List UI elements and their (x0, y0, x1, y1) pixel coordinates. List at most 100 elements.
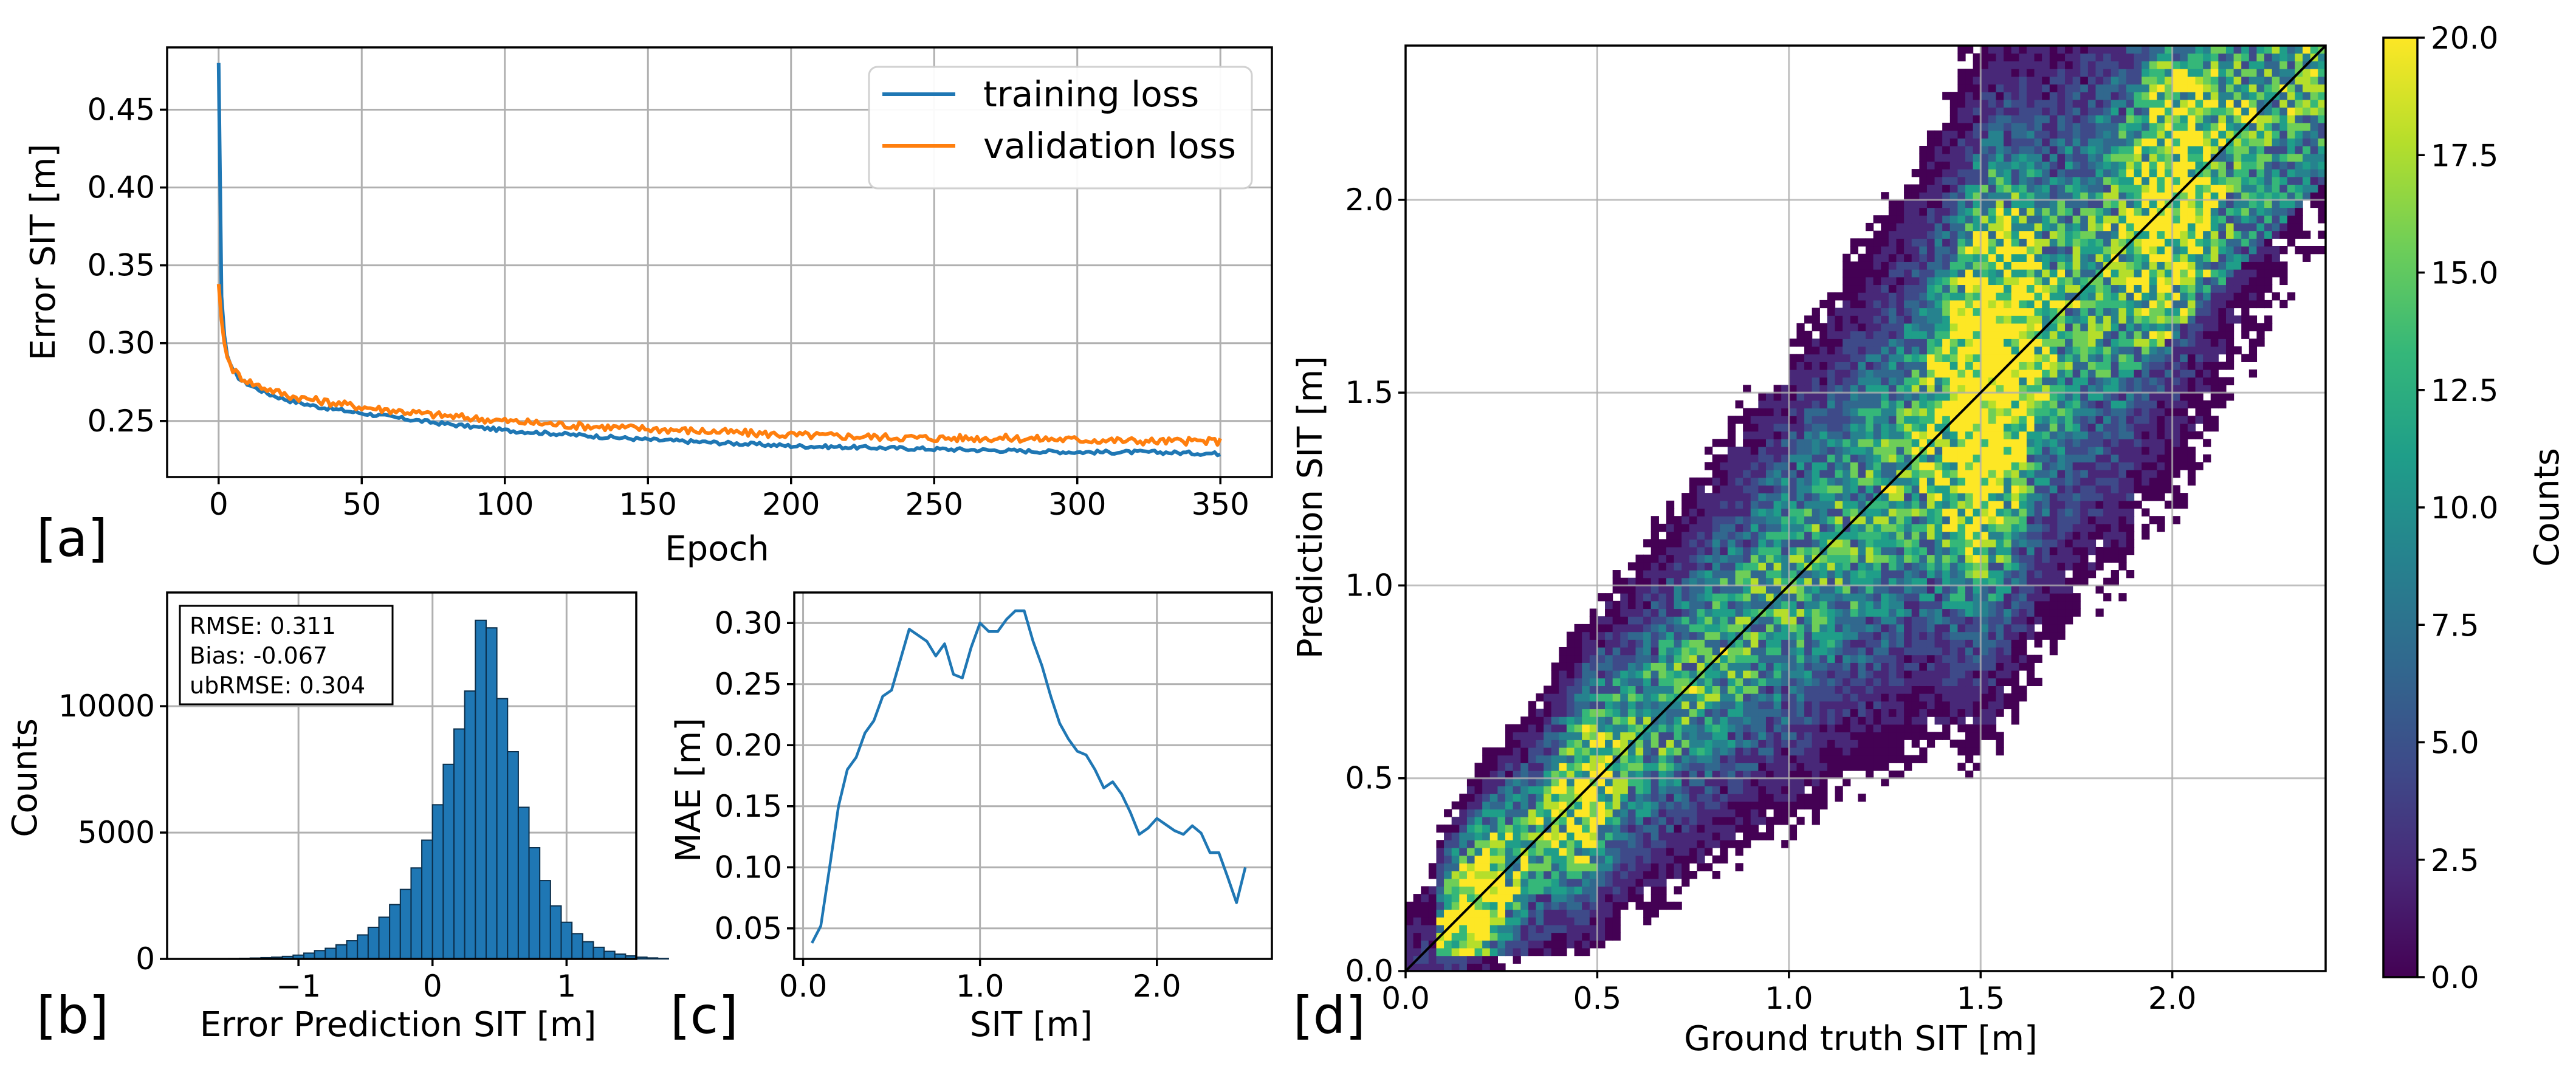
d-cell (2034, 323, 2042, 332)
d-cell (1612, 585, 1621, 594)
d-cell (2072, 593, 2081, 602)
d-cell (1873, 616, 1881, 625)
d-cell (2065, 69, 2073, 77)
d-cell (1996, 516, 2004, 524)
d-cell (1926, 192, 1935, 201)
d-cell (2011, 338, 2019, 347)
d-cell (1926, 554, 1935, 563)
d-cell (1505, 740, 1514, 748)
d-cell (1866, 431, 1874, 439)
d-cell (1873, 253, 1881, 262)
d-cell (1827, 755, 1836, 763)
d-cell (1835, 338, 1843, 347)
d-cell (1949, 161, 1958, 170)
d-cell (1934, 716, 1943, 725)
d-cell (1996, 238, 2004, 247)
d-cell (1904, 608, 1912, 617)
d-cell (1796, 654, 1805, 663)
d-cell (1904, 416, 1912, 424)
d-cell (2026, 269, 2035, 278)
d-cell (1513, 794, 1521, 802)
d-cell (1919, 276, 1928, 286)
d-cell (1812, 385, 1820, 393)
d-cell (1812, 732, 1820, 740)
d-cell (1965, 269, 1974, 278)
d-cell (1957, 222, 1966, 232)
d-cell (1781, 670, 1790, 679)
d-cell (1843, 423, 1851, 432)
d-cell (1643, 855, 1652, 864)
c-xtick-label-2: 2.0 (1133, 969, 1181, 1004)
d-cell (1551, 732, 1559, 740)
d-cell (2034, 215, 2042, 224)
d-cell (1873, 631, 1881, 640)
d-cell (1720, 817, 1728, 825)
d-cell (1758, 493, 1767, 501)
d-cell (2004, 84, 2012, 92)
d-cell (1750, 647, 1759, 656)
d-cell (1980, 462, 1989, 470)
d-cell (1658, 771, 1667, 779)
d-cell (1843, 261, 1851, 270)
d-cell (1911, 701, 1920, 710)
d-cell (1843, 307, 1851, 316)
d-cell (1942, 331, 1951, 339)
d-cell (2034, 500, 2042, 509)
d-cell (1681, 531, 1690, 540)
d-cell (2057, 377, 2066, 386)
d-cell (2042, 600, 2050, 610)
d-cell (1720, 623, 1728, 633)
d-cell (1505, 932, 1514, 941)
d-cell (2004, 500, 2012, 509)
d-cell (1727, 562, 1736, 571)
d-cell (2026, 446, 2035, 455)
d-cell (1881, 470, 1889, 478)
d-cell (1996, 585, 2004, 594)
d-cell (1727, 740, 1736, 748)
d-cell (1911, 623, 1920, 633)
d-cell (2049, 570, 2058, 579)
d-cell (1980, 176, 1989, 185)
d-cell (1873, 423, 1881, 432)
d-cell (1850, 493, 1858, 501)
d-cell (1896, 338, 1905, 347)
d-cell (1996, 616, 2004, 625)
d-cell (1489, 947, 1498, 956)
d-cell (1934, 562, 1943, 571)
d-cell (1796, 477, 1805, 486)
d-cell (1643, 701, 1652, 710)
d-cell (1866, 346, 1874, 355)
d-cell (1942, 307, 1951, 316)
d-cell (1627, 724, 1637, 733)
d-cell (1528, 786, 1537, 794)
d-cell (1819, 570, 1828, 579)
d-cell (1934, 393, 1943, 401)
d-cell (1919, 192, 1928, 201)
d-cell (1681, 608, 1690, 617)
d-cell (2004, 408, 2012, 416)
d-cell (1850, 508, 1858, 517)
d-cell (1643, 623, 1652, 633)
b-bar-24 (475, 619, 487, 960)
d-cell (1919, 523, 1928, 532)
d-cell (1444, 955, 1452, 964)
d-cell (1873, 585, 1881, 594)
d-cell (2034, 470, 2042, 478)
d-cell (2042, 562, 2050, 571)
d-cell (1727, 500, 1736, 509)
d-cell (1612, 847, 1621, 856)
d-cell (1988, 608, 1997, 617)
b-bar-18 (410, 867, 423, 960)
d-cell (1911, 362, 1920, 370)
d-cell (1765, 670, 1774, 679)
d-cell (1812, 747, 1820, 756)
d-cell (1827, 462, 1836, 470)
d-cell (1635, 755, 1644, 763)
d-cell (1819, 747, 1828, 756)
d-cell (1727, 832, 1736, 840)
d-cell (1758, 470, 1767, 478)
d-cell (1697, 493, 1705, 501)
d-cell (1850, 639, 1858, 648)
d-cell (1620, 662, 1629, 671)
d-cell (1965, 346, 1974, 355)
